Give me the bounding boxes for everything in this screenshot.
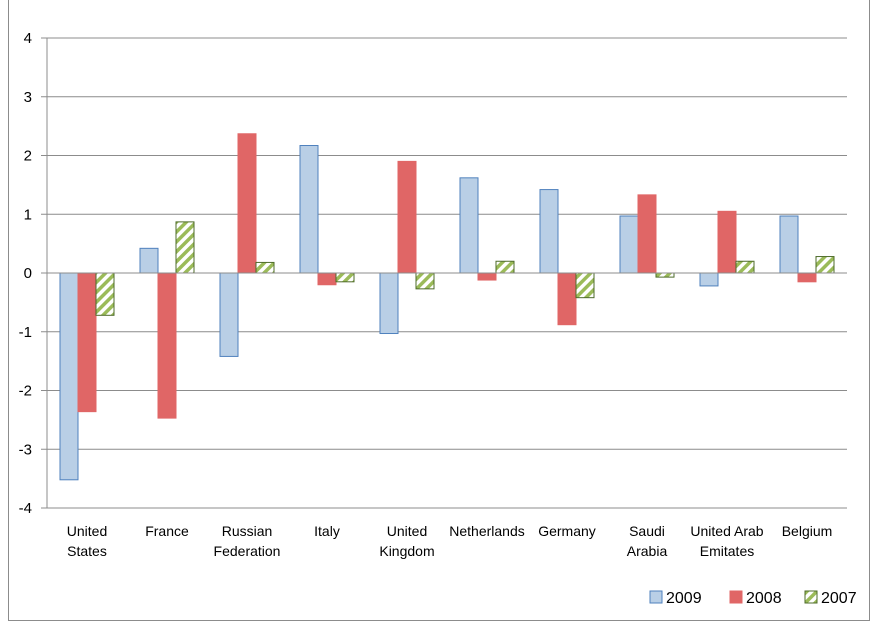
legend-swatch-2007 xyxy=(804,590,818,604)
bar-2007 xyxy=(175,221,195,274)
bar-2008 xyxy=(717,210,737,274)
bar-2007 xyxy=(575,272,595,299)
x-category-label: Saudi Arabia xyxy=(627,523,668,559)
bar-2007 xyxy=(655,272,675,278)
bar-2007 xyxy=(95,272,115,316)
bar-2007 xyxy=(735,260,755,274)
y-tick-label: -1 xyxy=(19,324,32,341)
bar-2009 xyxy=(699,272,719,287)
legend-swatch-2009 xyxy=(649,590,663,604)
y-axis-tick-labels: 4 3 2 1 0 -1 -2 -3 -4 xyxy=(19,30,32,517)
bar-2008 xyxy=(237,133,257,274)
bar-2008 xyxy=(797,272,817,283)
y-tick-label: 3 xyxy=(24,89,32,106)
bar-2007 xyxy=(815,256,835,274)
bar-2009 xyxy=(219,272,239,357)
bar-2008 xyxy=(317,272,337,286)
legend: 2009 2008 2007 xyxy=(649,590,857,607)
x-category-label: Belgium xyxy=(782,523,833,539)
y-tick-label: -2 xyxy=(19,383,32,400)
x-category-label: Netherlands xyxy=(449,523,525,539)
bar-2009 xyxy=(539,189,559,274)
x-axis-category-labels: United States France Russian Federation Italy… xyxy=(67,523,833,559)
bar-2007 xyxy=(415,272,435,290)
y-tick-label: 2 xyxy=(24,148,32,165)
bar-2007 xyxy=(255,261,275,274)
bar-2009 xyxy=(459,177,479,274)
y-tick-label: 0 xyxy=(24,265,32,282)
bar-2007 xyxy=(335,272,355,283)
bar-2009 xyxy=(59,272,79,481)
bar-2008 xyxy=(637,194,657,274)
x-category-label: United Kingdom xyxy=(379,523,434,559)
bar-2009 xyxy=(299,145,319,274)
y-tick-label: 4 xyxy=(24,30,32,47)
chart-frame xyxy=(8,0,870,621)
bar-2008 xyxy=(157,272,177,419)
x-category-label: United States xyxy=(67,523,107,559)
legend-label-2007: 2007 xyxy=(821,590,857,607)
legend-swatch-2008 xyxy=(729,590,743,604)
x-category-label: Germany xyxy=(538,523,596,539)
bar-2007 xyxy=(495,260,515,274)
x-category-label: France xyxy=(145,523,189,539)
bar-2008 xyxy=(77,272,97,413)
bars xyxy=(59,133,835,481)
x-category-label: Italy xyxy=(314,523,340,539)
bar-2009 xyxy=(779,215,799,274)
bar-2008 xyxy=(397,160,417,274)
x-category-label: Russian Federation xyxy=(214,523,281,559)
bar-2009 xyxy=(139,247,159,274)
y-tick-label: -3 xyxy=(19,441,32,458)
bar-2009 xyxy=(619,215,639,274)
bar-2008 xyxy=(477,272,497,281)
x-category-label: United Arab Emitates xyxy=(690,523,763,559)
y-tick-label: -4 xyxy=(19,500,32,517)
legend-label-2008: 2008 xyxy=(746,590,782,607)
bar-2009 xyxy=(379,272,399,335)
y-tick-label: 1 xyxy=(24,206,32,223)
legend-label-2009: 2009 xyxy=(666,590,702,607)
bar-2008 xyxy=(557,272,577,326)
